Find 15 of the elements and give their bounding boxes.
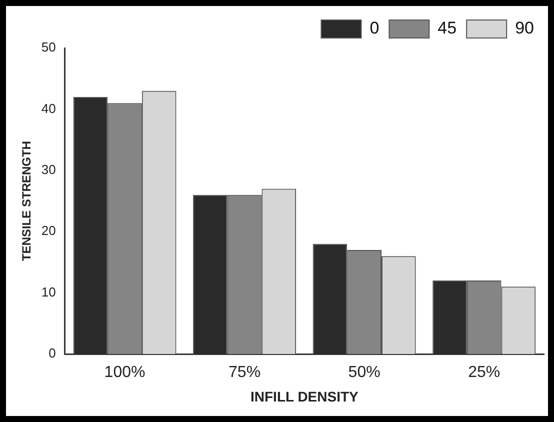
y-axis-title: TENSILE STRENGTH [20,140,34,262]
y-tick-label: 50 [41,40,56,55]
y-tick-label: 10 [41,284,56,300]
y-tick-label: 40 [41,100,56,116]
x-tick-label: 100% [104,364,146,382]
x-tick-label: 75% [228,364,261,382]
y-tick-label: 0 [48,346,56,361]
legend-label: 90 [515,18,534,38]
legend-label: 45 [438,18,457,38]
x-tick-label: 50% [348,364,380,382]
legend-label: 0 [370,18,380,38]
x-tick-label: 25% [468,364,500,382]
y-tick-label: 30 [41,162,56,177]
y-tick-label: 20 [41,223,56,238]
x-axis-title: INFILL DENSITY [250,388,360,404]
